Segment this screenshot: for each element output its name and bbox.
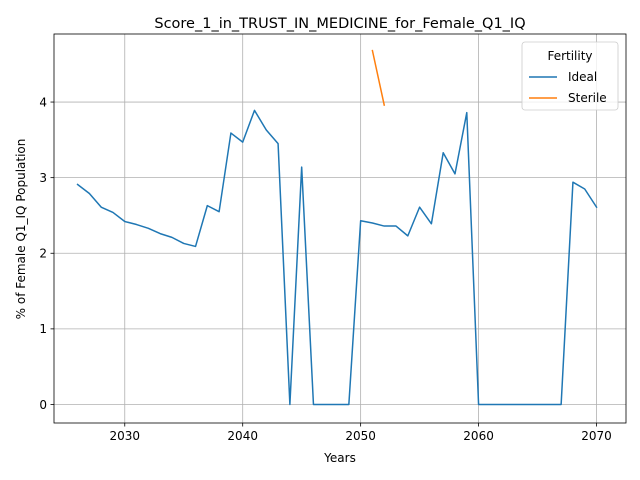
x-tick-label: 2070 (581, 429, 612, 443)
series-line-ideal (76, 109, 598, 406)
y-axis-ticks: 0 1 2 3 4 (39, 95, 54, 412)
x-tick-label: 2050 (345, 429, 376, 443)
legend-box (521, 41, 619, 111)
legend-label-sterile: Sterile (568, 91, 607, 105)
legend: Fertility Ideal Sterile (521, 41, 619, 111)
y-axis-label: % of Female Q1_IQ Population (14, 139, 28, 320)
chart-title: Score_1_in_TRUST_IN_MEDICINE_for_Female_… (154, 16, 525, 32)
legend-label-ideal: Ideal (568, 70, 597, 84)
plot-frame (53, 33, 627, 424)
legend-title: Fertility (547, 49, 592, 63)
y-tick-label: 0 (39, 398, 47, 412)
series-layer (76, 49, 598, 406)
x-tick-label: 2060 (463, 429, 494, 443)
y-tick-label: 1 (39, 322, 47, 336)
series-line-sterile (371, 49, 386, 106)
x-axis-label: Years (323, 451, 356, 465)
x-tick-label: 2030 (109, 429, 140, 443)
x-axis-ticks: 2030 2040 2050 2060 2070 (109, 423, 612, 443)
y-tick-label: 3 (39, 171, 47, 185)
x-tick-label: 2040 (227, 429, 258, 443)
y-tick-label: 4 (39, 95, 47, 109)
y-tick-label: 2 (39, 247, 47, 261)
